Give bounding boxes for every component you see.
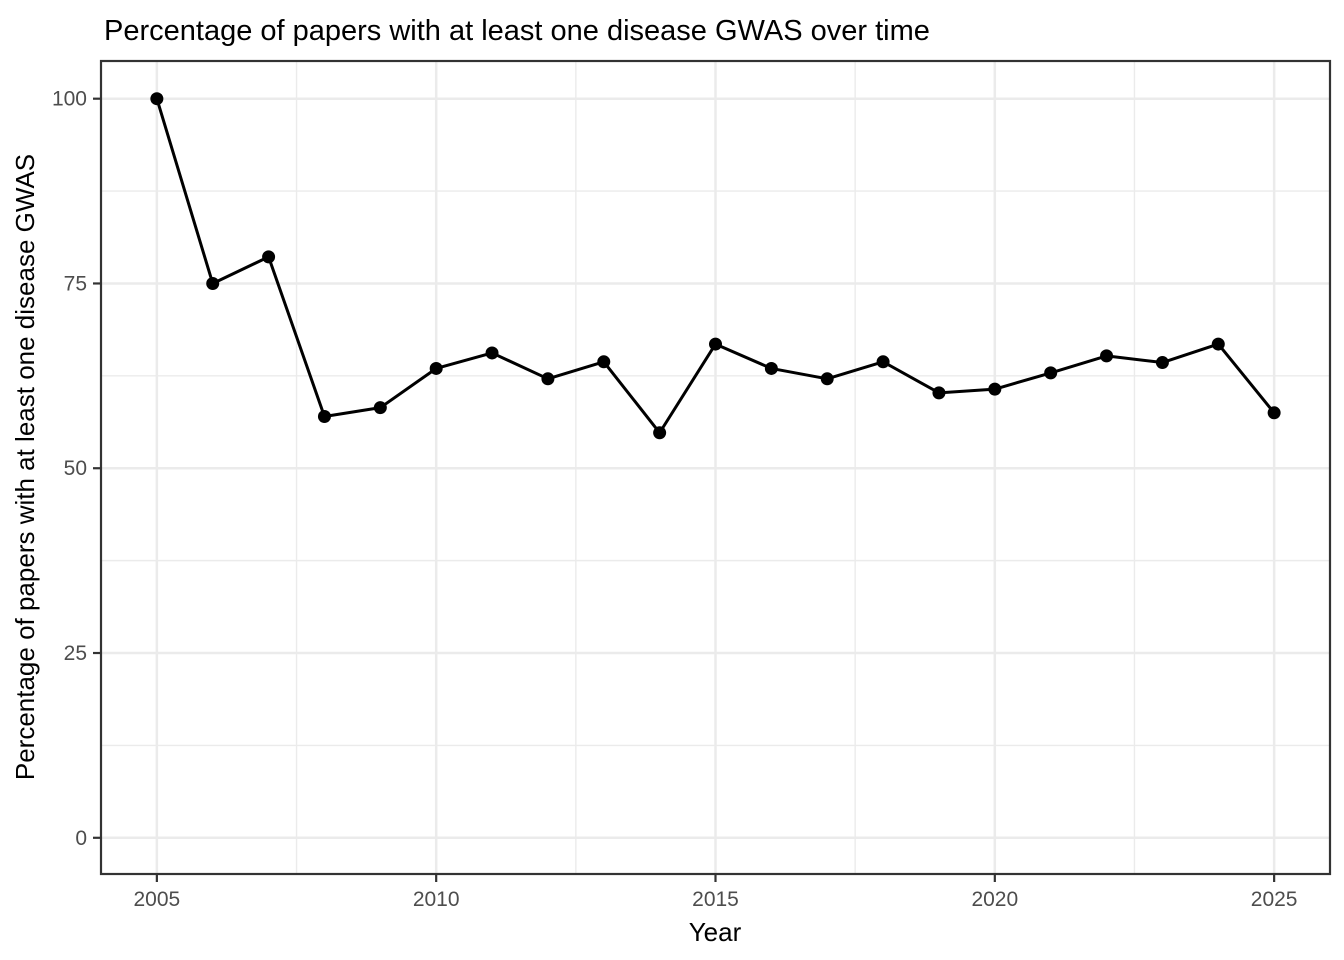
data-point bbox=[1211, 337, 1225, 351]
data-series bbox=[150, 92, 1281, 440]
data-point bbox=[485, 346, 499, 360]
y-tick-label: 50 bbox=[64, 457, 87, 480]
x-axis-title: Year bbox=[689, 917, 742, 947]
y-tick-label: 100 bbox=[52, 88, 87, 111]
data-point bbox=[988, 382, 1002, 396]
data-point bbox=[373, 401, 387, 415]
y-tick-label: 0 bbox=[75, 827, 87, 850]
axis-ticks bbox=[93, 97, 1276, 882]
data-point bbox=[820, 372, 834, 386]
data-point bbox=[1155, 356, 1169, 370]
major-gridlines bbox=[101, 61, 1330, 874]
tick-labels: 2005 2010 2015 2020 2025 0 25 50 75 100 bbox=[52, 88, 1298, 911]
data-point bbox=[1100, 349, 1114, 363]
data-point bbox=[709, 337, 722, 351]
y-tick-label: 25 bbox=[64, 642, 87, 665]
data-point bbox=[150, 92, 164, 106]
data-point bbox=[932, 386, 946, 400]
data-point bbox=[541, 372, 555, 386]
x-tick-label: 2020 bbox=[971, 888, 1018, 911]
x-tick-label: 2010 bbox=[413, 888, 460, 911]
data-point bbox=[317, 410, 331, 424]
data-point bbox=[876, 355, 890, 369]
data-point bbox=[1044, 366, 1058, 380]
data-point bbox=[764, 361, 778, 375]
y-axis-title: Percentage of papers with at least one d… bbox=[10, 154, 40, 780]
chart-title: Percentage of papers with at least one d… bbox=[104, 15, 930, 47]
data-point bbox=[262, 250, 276, 264]
x-tick-label: 2025 bbox=[1251, 888, 1298, 911]
y-tick-label: 75 bbox=[64, 272, 87, 295]
x-tick-label: 2015 bbox=[692, 888, 739, 911]
data-point bbox=[597, 355, 611, 369]
data-point bbox=[653, 426, 667, 440]
x-tick-label: 2005 bbox=[134, 888, 181, 911]
data-point bbox=[429, 361, 443, 375]
data-point bbox=[1267, 406, 1281, 420]
data-point bbox=[206, 276, 220, 290]
